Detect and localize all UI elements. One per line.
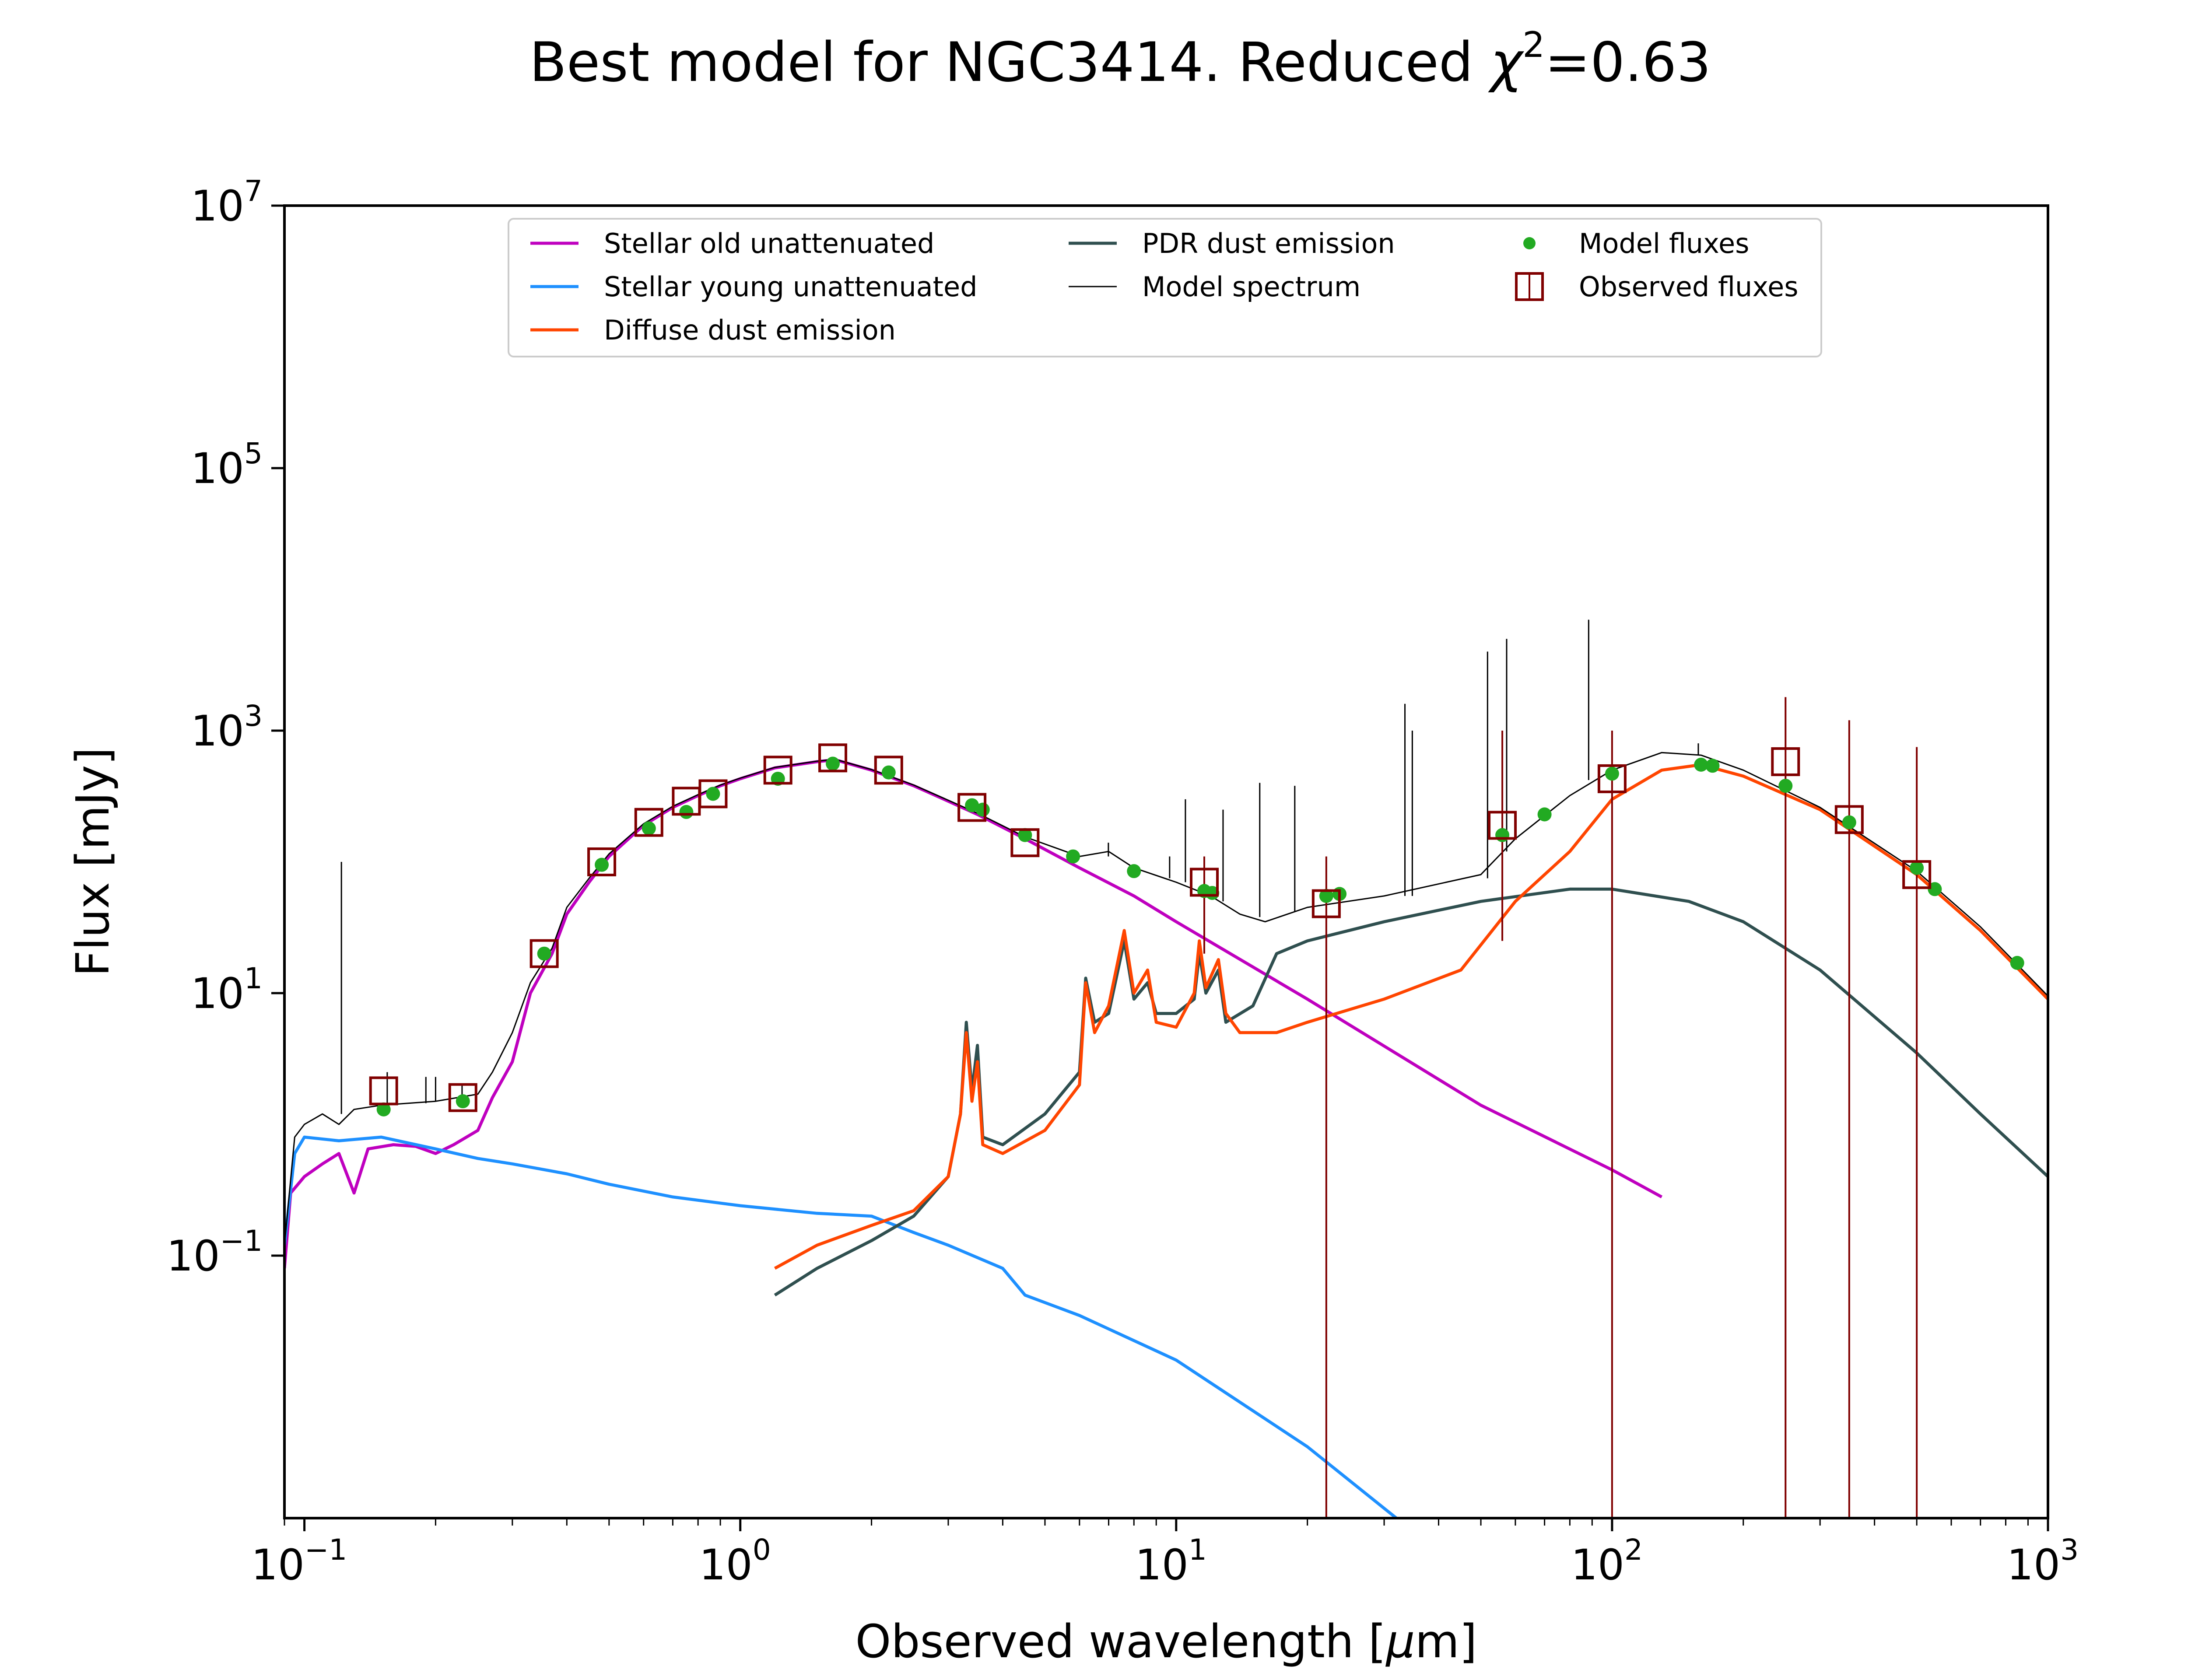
model-flux-point <box>975 802 990 817</box>
x-tick-label: 101 <box>1135 1533 1207 1589</box>
series-model-spectrum <box>284 752 2048 1246</box>
model-flux-point <box>1928 882 1942 896</box>
observed-flux-point <box>369 1076 398 1106</box>
legend-item-model-spectrum: Model spectrum <box>1069 271 1360 303</box>
model-flux-point <box>881 765 896 780</box>
y-tick-label: 105 <box>191 437 263 493</box>
model-flux-point <box>1495 828 1510 842</box>
model-flux-point <box>1537 807 1552 822</box>
observed-flux-point <box>1488 811 1517 840</box>
legend-swatch <box>1523 237 1536 249</box>
x-tick-label: 102 <box>1571 1533 1643 1589</box>
legend-item-diffuse-dust-emission: Diffuse dust emission <box>530 314 896 346</box>
title-prefix: Best model for NGC3414. Reduced <box>529 31 1490 94</box>
observed-flux-point <box>957 793 987 822</box>
series-diffuse-dust-emission <box>774 763 2048 1270</box>
title-superscript: 2 <box>1522 24 1545 65</box>
model-flux-point <box>1705 759 1720 773</box>
model-flux-point <box>1910 861 1924 875</box>
legend-label: Model spectrum <box>1142 271 1360 303</box>
legend-item-stellar-old-unattenuated: Stellar old unattenuated <box>530 228 934 259</box>
legend-label: Stellar old unattenuated <box>604 228 934 259</box>
title-suffix: =0.63 <box>1545 31 1711 94</box>
model-flux-point <box>965 798 979 812</box>
legend-box <box>508 218 1822 357</box>
observed-flux-point <box>448 1083 477 1112</box>
legend-item-observed-fluxes: Observed fluxes <box>1515 271 1799 303</box>
legend: Stellar old unattenuated Stellar young un… <box>508 218 1822 357</box>
observed-flux-point <box>634 808 663 837</box>
model-flux-point <box>1018 828 1032 842</box>
x-tick-label: 103 <box>2007 1533 2079 1589</box>
model-flux-point <box>1842 815 1856 830</box>
model-flux-point <box>1066 849 1080 864</box>
y-tick-label: 101 <box>191 962 263 1018</box>
observed-flux-point <box>874 756 903 785</box>
model-flux-point <box>1127 864 1141 878</box>
series-stellar-old-unattenuated <box>284 758 1663 1269</box>
model-flux-point <box>642 821 656 836</box>
legend-item-pdr-dust-emission: PDR dust emission <box>1069 228 1395 259</box>
model-flux-point <box>2010 956 2024 970</box>
observed-flux-point <box>1597 764 1627 793</box>
x-axis-label-suffix: m] <box>1415 1615 1477 1668</box>
observed-flux-point <box>698 779 728 808</box>
plot-frame <box>283 204 2049 1519</box>
flux-markers-layer <box>369 697 2024 1518</box>
model-flux-point <box>706 787 720 801</box>
y-tick-label: 10−1 <box>167 1224 263 1281</box>
observed-flux-point <box>1834 805 1864 834</box>
model-flux-point <box>376 1102 391 1116</box>
legend-item-stellar-young-unattenuated: Stellar young unattenuated <box>530 271 977 303</box>
model-flux-point <box>1778 779 1793 793</box>
legend-label: Model fluxes <box>1579 228 1749 259</box>
x-tick-label: 10−1 <box>251 1533 347 1589</box>
model-flux-point <box>537 946 551 961</box>
y-axis-label: Flux [mJy] <box>66 747 119 976</box>
legend-label: Observed fluxes <box>1579 271 1799 303</box>
x-tick-label: 100 <box>699 1533 771 1589</box>
x-axis-label-prefix: Observed wavelength [ <box>856 1615 1386 1668</box>
model-flux-point <box>595 858 609 872</box>
observed-flux-point <box>818 743 848 773</box>
series-layer <box>284 620 2048 1518</box>
observed-flux-point <box>1902 860 1932 889</box>
title-chi-symbol: χ <box>1488 31 1525 94</box>
series-pdr-dust-emission <box>774 887 2048 1297</box>
model-flux-point <box>1605 766 1619 781</box>
observed-flux-point <box>1311 889 1341 918</box>
model-flux-point <box>456 1094 470 1109</box>
legend-item-model-fluxes: Model fluxes <box>1523 228 1749 259</box>
axis-ticks: 10−1 100 101 102 103 10−1 101 103 105 107 <box>167 174 2079 1589</box>
x-axis-label: Observed wavelength [μm] <box>856 1615 1477 1668</box>
observed-flux-point <box>1771 747 1800 776</box>
y-tick-label: 107 <box>191 174 263 231</box>
y-tick-label: 103 <box>191 699 263 756</box>
model-flux-point <box>826 756 840 771</box>
observed-flux-point <box>1189 868 1219 897</box>
legend-label: Diffuse dust emission <box>604 314 896 346</box>
observed-flux-point <box>1010 828 1040 858</box>
model-flux-point <box>679 805 694 819</box>
observed-flux-point <box>529 939 559 968</box>
model-flux-point <box>1319 889 1333 903</box>
model-flux-point <box>1694 757 1708 772</box>
legend-label: Stellar young unattenuated <box>604 271 977 303</box>
series-stellar-young-unattenuated <box>284 1135 1398 1518</box>
x-axis-label-mu: μ <box>1385 1615 1415 1668</box>
legend-label: PDR dust emission <box>1142 228 1395 259</box>
observed-flux-point <box>587 847 617 876</box>
observed-flux-point <box>763 756 792 785</box>
chart-title: Best model for NGC3414. Reduced χ2=0.63 <box>529 24 1711 94</box>
